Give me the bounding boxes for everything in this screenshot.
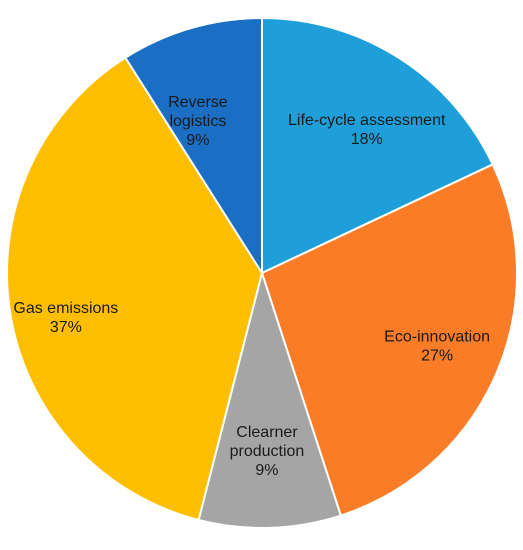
slice-value-gas-emissions: 37% [50,319,82,336]
slice-name-reverse-logistics-line-2: logistics [169,113,226,130]
slice-label-gas-emissions: Gas emissions 37% [13,300,118,336]
slice-label-life-cycle-assessment: Life-cycle assessment 18% [288,112,446,148]
pie-slice-life-cycle-assessment [261,16,495,275]
labels-layer: Life-cycle assessment 18% Eco-innovation 27… [13,94,490,479]
slice-name-clearner-production-line-1: Clearner [236,424,298,441]
slice-value-life-cycle-assessment: 18% [351,131,383,148]
slice-name-life-cycle-assessment: Life-cycle assessment [288,112,446,129]
pie-slice-clearner-production [197,269,343,529]
slice-name-eco-innovation: Eco-innovation [384,328,490,345]
slice-name-reverse-logistics-line-1: Reverse [168,94,228,111]
slice-value-reverse-logistics: 9% [186,132,209,149]
slice-value-clearner-production: 9% [255,462,278,479]
slices-layer [6,16,518,529]
slice-name-clearner-production-line-2: production [230,443,305,460]
pie-slice-eco-innovation [260,163,518,517]
slice-value-eco-innovation: 27% [421,347,453,364]
slice-label-eco-innovation: Eco-innovation 27% [384,328,490,364]
slice-label-clearner-production: Clearner production 9% [230,424,305,479]
slice-label-reverse-logistics: Reverse logistics 9% [168,94,228,149]
pie-slice-reverse-logistics [123,16,263,277]
slice-name-gas-emissions: Gas emissions [13,300,118,317]
